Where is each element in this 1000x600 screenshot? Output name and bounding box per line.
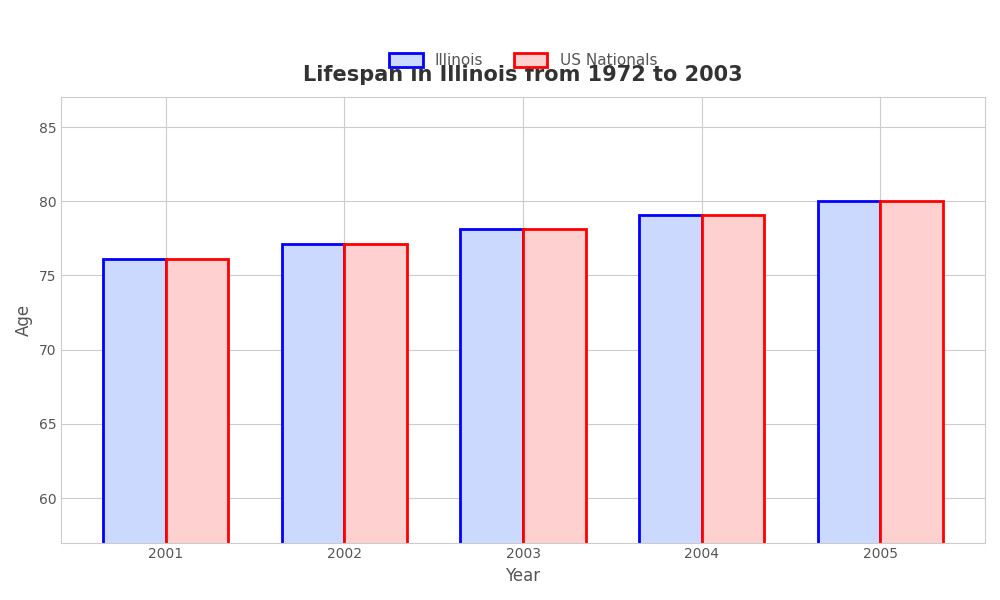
Bar [282, 244, 344, 600]
Legend: Illinois, US Nationals: Illinois, US Nationals [383, 47, 663, 74]
Bar [103, 259, 166, 600]
Bar [166, 259, 228, 600]
Y-axis label: Age: Age [15, 304, 33, 336]
Bar [460, 229, 523, 600]
Bar [880, 201, 943, 600]
Title: Lifespan in Illinois from 1972 to 2003: Lifespan in Illinois from 1972 to 2003 [303, 65, 743, 85]
X-axis label: Year: Year [505, 567, 541, 585]
Bar [639, 215, 702, 600]
Bar [523, 229, 586, 600]
Bar [344, 244, 407, 600]
Bar [702, 215, 764, 600]
Bar [818, 201, 880, 600]
